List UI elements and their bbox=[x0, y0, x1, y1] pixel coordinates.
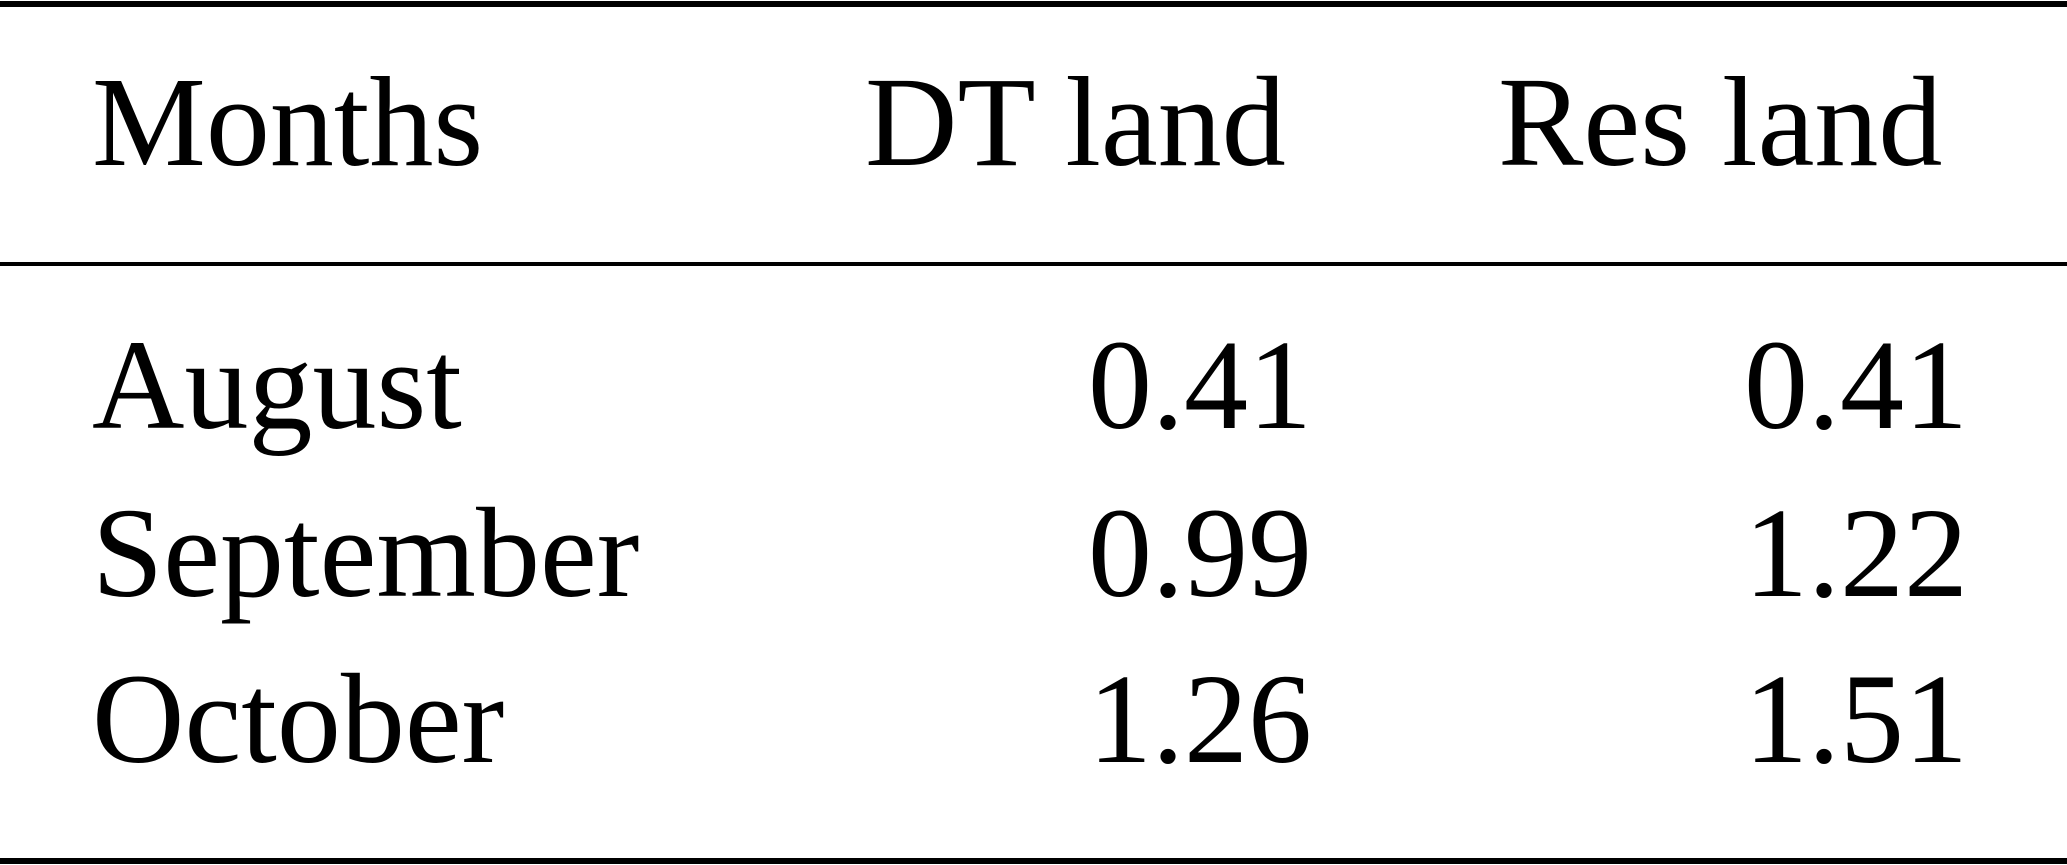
cell-value: 0.41 bbox=[1088, 314, 1312, 456]
row-label: September bbox=[92, 482, 639, 624]
cell-value: 1.22 bbox=[1744, 482, 1968, 624]
row-label: October bbox=[92, 648, 504, 790]
header-cell: Months bbox=[92, 51, 483, 193]
row-label: August bbox=[92, 314, 462, 456]
header-cell: DT land bbox=[865, 51, 1286, 193]
header-cell: Res land bbox=[1498, 51, 1942, 193]
cell-value: 1.51 bbox=[1744, 648, 1968, 790]
cell-value: 1.26 bbox=[1088, 648, 1312, 790]
cell-value: 0.99 bbox=[1088, 482, 1312, 624]
cell-value: 0.41 bbox=[1744, 314, 1968, 456]
